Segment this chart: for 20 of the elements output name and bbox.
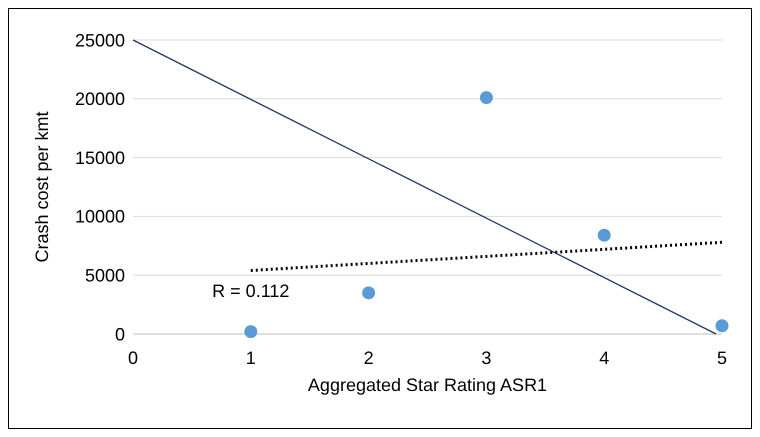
y-tick-label: 5000 <box>84 266 125 286</box>
y-tick-label: 25000 <box>74 30 125 50</box>
y-tick-label: 0 <box>114 324 125 344</box>
x-tick-label: 3 <box>481 348 492 368</box>
point <box>716 319 728 332</box>
x-axis-title: Aggregated Star Rating ASR1 <box>308 375 548 395</box>
point <box>480 91 493 104</box>
y-tick-label: 20000 <box>74 89 125 110</box>
x-tick-label: 0 <box>128 348 138 368</box>
x-tick-label: 4 <box>599 348 610 368</box>
y-tick-label: 15000 <box>74 148 125 168</box>
x-tick-label: 2 <box>364 348 374 368</box>
y-axis-title: Crash cost per kmt <box>32 111 52 263</box>
y-tick-label: 10000 <box>74 206 125 227</box>
x-tick-label: 5 <box>716 348 728 368</box>
point <box>598 228 611 242</box>
point <box>244 325 258 338</box>
x-tick-label: 1 <box>246 348 256 368</box>
point <box>362 286 376 300</box>
annotation: R = 0.112 <box>212 281 290 302</box>
